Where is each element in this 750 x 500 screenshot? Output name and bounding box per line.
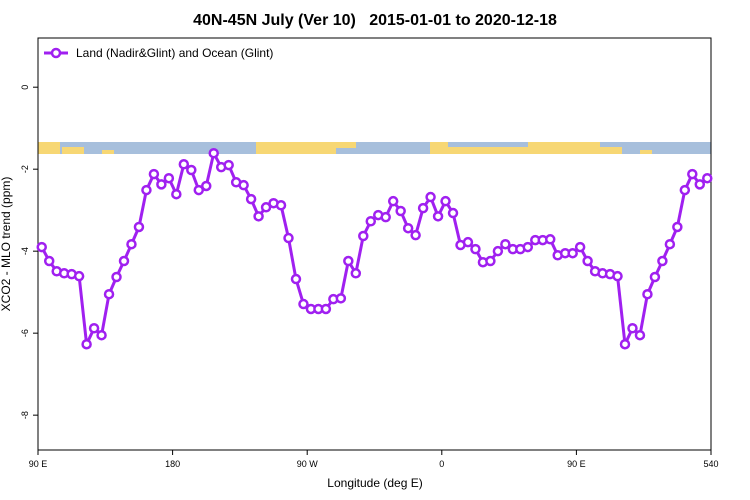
data-point [544,234,556,245]
data-point [88,322,100,334]
data-point [612,270,623,282]
data-point [365,215,377,227]
data-point [208,147,219,159]
y-tick-label: -8 [20,411,30,419]
x-tick-label: 0 [439,459,444,469]
data-point [290,273,302,285]
data-point [103,288,115,300]
y-tick-label: -2 [20,165,30,173]
data-point [201,180,212,192]
data-point [350,268,362,279]
data-point [193,184,205,196]
data-point [253,211,264,222]
data-point [492,245,504,257]
data-point [73,270,85,282]
data-point [133,221,145,233]
data-point [687,168,698,180]
data-point [702,172,713,184]
x-tick-label: 90 E [29,459,48,469]
data-point [343,255,354,267]
y-tick-label: 0 [20,85,30,90]
data-point [43,255,55,267]
data-point [260,202,272,213]
data-point [156,179,167,190]
data-point [223,159,234,171]
y-tick-label: -4 [20,247,30,255]
chart-title: 40N-45N July (Ver 10) 2015-01-01 to 2020… [193,12,557,29]
data-point [163,172,175,184]
data-point [380,211,391,223]
legend: Land (Nadir&Glint) and Ocean (Glint) [44,46,273,60]
plot-frame [37,37,712,451]
data-point [410,229,421,241]
data-point [470,243,481,255]
x-tick-label: 90 E [567,459,586,469]
data-point [500,238,511,250]
data-point [238,179,249,191]
x-tick-label: 180 [165,459,180,469]
legend-label: Land (Nadir&Glint) and Ocean (Glint) [76,46,273,60]
data-point [275,200,287,211]
data-point [619,338,631,350]
data-point [694,179,706,190]
data-point [567,247,578,259]
series-line [40,148,709,350]
data-point [574,241,586,253]
data-point [36,241,47,253]
data-point [447,207,459,219]
data-point [522,241,534,253]
data-point [126,238,137,250]
data-point [245,193,257,205]
y-tick-label: -6 [20,329,30,337]
data-point [395,205,406,217]
data-point [664,238,676,250]
y-axis-label: XCO2 - MLO trend (ppm) [0,177,13,312]
data-point [582,255,593,267]
data-point [118,255,130,267]
data-point [283,232,294,244]
legend-marker [50,47,62,59]
data-point [148,168,160,180]
data-point [462,236,474,248]
data-point [387,195,399,207]
data-point [440,195,451,207]
x-tick-label: 540 [703,459,718,469]
land-ocean-band [38,142,711,154]
data-point [657,255,668,267]
data-point [679,184,691,196]
data-point [141,184,152,196]
data-point [485,255,496,267]
data-point [425,191,436,203]
data-point [186,164,197,176]
data-point [642,288,653,300]
x-tick-label: 90 W [297,459,319,469]
data-point [178,159,190,170]
data-point [649,271,661,283]
data-point [432,211,444,222]
data-point [672,221,683,233]
data-point [111,271,122,283]
data-point [81,338,92,350]
data-point [298,298,309,310]
data-point [171,188,182,200]
data-point [402,222,414,234]
x-axis-label: Longitude (deg E) [327,476,422,490]
data-point [335,293,347,304]
data-point [358,230,369,242]
data-point [417,202,429,214]
data-point [96,329,107,341]
data-point [634,329,646,341]
data-point [320,303,332,315]
data-point [627,322,638,334]
